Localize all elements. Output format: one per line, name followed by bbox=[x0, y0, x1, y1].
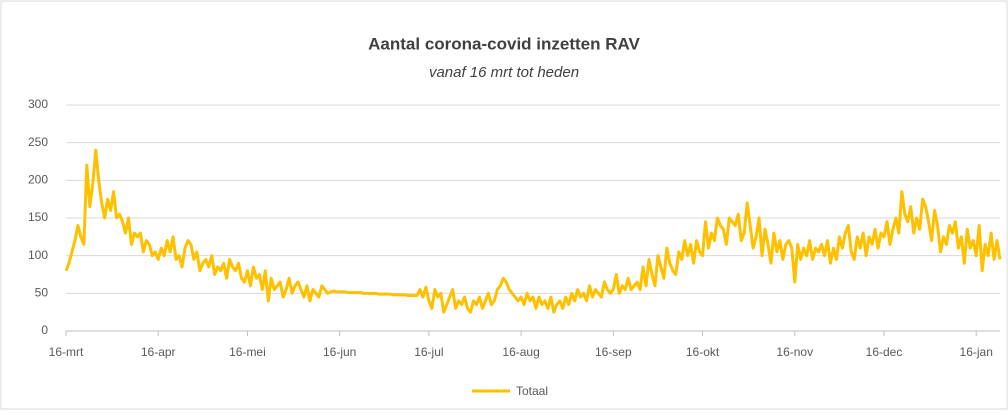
y-tick-label: 0 bbox=[41, 323, 48, 337]
data-line bbox=[64, 148, 1002, 314]
x-tick-label: 16-okt bbox=[686, 345, 720, 359]
x-tick-label: 16-jul bbox=[414, 345, 443, 359]
y-tick-label: 150 bbox=[28, 210, 48, 224]
y-tick-label: 300 bbox=[28, 97, 48, 111]
x-tick-label: 16-mei bbox=[229, 345, 266, 359]
chart-subtitle: vanaf 16 mrt tot heden bbox=[429, 64, 579, 81]
x-tick-label: 16-jan bbox=[960, 345, 993, 359]
y-tick-label: 250 bbox=[28, 135, 48, 149]
x-tick-label: 16-nov bbox=[776, 345, 813, 359]
x-tick-label: 16-dec bbox=[866, 345, 903, 359]
legend-label: Totaal bbox=[516, 384, 548, 398]
chart-title: Aantal corona-covid inzetten RAV bbox=[368, 34, 640, 53]
y-tick-label: 50 bbox=[35, 286, 49, 300]
x-tick-label: 16-aug bbox=[502, 345, 539, 359]
y-tick-label: 200 bbox=[28, 173, 48, 187]
y-tick-label: 100 bbox=[28, 248, 48, 262]
x-tick-label: 16-sep bbox=[595, 345, 632, 359]
x-tick-label: 16-apr bbox=[141, 345, 176, 359]
x-tick-label: 16-jun bbox=[323, 345, 356, 359]
x-tick-label: 16-mrt bbox=[49, 345, 84, 359]
